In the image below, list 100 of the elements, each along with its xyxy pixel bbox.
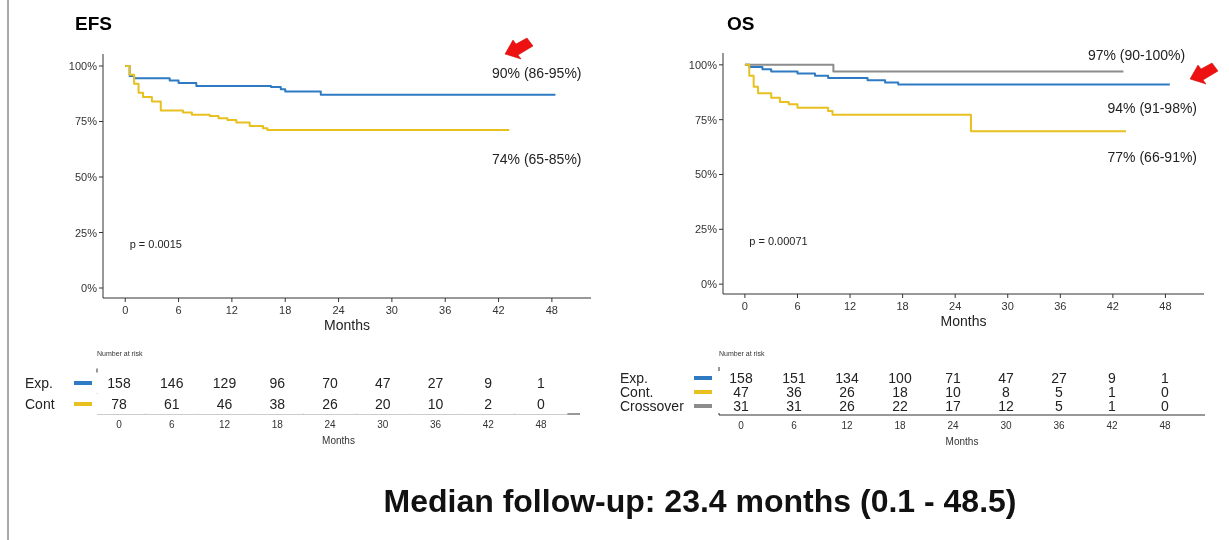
x-tick-label: 18	[896, 300, 909, 312]
annotation: p = 0.00071	[749, 234, 808, 247]
data-label: 0	[1161, 384, 1170, 400]
data-label: 22	[892, 398, 908, 414]
y-tick-label: 75%	[694, 113, 718, 126]
x-tick-label: 18	[271, 419, 284, 430]
data-label: 1	[1108, 384, 1117, 400]
chart-title: OS	[727, 13, 755, 34]
x-tick-label: 42	[1106, 420, 1118, 431]
x-tick-label: 36	[1053, 420, 1065, 431]
x-tick-label: 36	[429, 419, 442, 430]
x-tick-label: 18	[279, 304, 292, 316]
y-tick-label: 25%	[694, 223, 718, 236]
y-tick-label: 0%	[81, 282, 98, 295]
data-label: 38	[269, 396, 286, 412]
data-label: 5	[1055, 398, 1064, 414]
x-tick-label: 42	[1106, 300, 1120, 312]
data-label: 12	[998, 398, 1014, 414]
data-label: 20	[374, 396, 391, 412]
x-axis-title: Months	[940, 313, 987, 329]
x-tick-label: 12	[843, 300, 857, 312]
data-label: 9	[1108, 370, 1117, 386]
data-label: 18	[892, 384, 908, 400]
data-label: 100	[888, 370, 912, 386]
data-label: 10	[427, 396, 444, 412]
x-tick-label: 6	[794, 300, 801, 312]
x-tick-label: 6	[791, 420, 798, 431]
text: Median follow-up: 23.4 months (0.1 - 48.5)	[383, 483, 1017, 519]
data-label: 47	[374, 375, 391, 391]
data-label: 31	[733, 398, 749, 414]
data-label: 158	[107, 375, 131, 391]
y-tick-label: 75%	[74, 115, 98, 128]
x-axis-title: Months	[945, 436, 979, 447]
x-tick-label: 30	[1000, 420, 1012, 431]
x-tick-label: 0	[116, 419, 123, 430]
data-label: 27	[1051, 370, 1067, 386]
y-tick-label: 50%	[74, 171, 98, 183]
annotation: 97% (90-100%)	[1087, 46, 1186, 63]
annotation: 74% (65-85%)	[492, 151, 582, 168]
x-tick-label: 12	[841, 420, 853, 431]
x-tick-label: 42	[492, 304, 505, 316]
chart-title: EFS	[75, 13, 112, 34]
data-label: 1	[1108, 398, 1117, 414]
x-tick-label: 48	[1159, 420, 1171, 431]
data-label: 151	[782, 370, 806, 386]
data-label: 1	[537, 375, 546, 391]
x-tick-label: 48	[1159, 300, 1172, 312]
y-tick-label: 0%	[701, 278, 718, 291]
data-label: 10	[945, 384, 961, 400]
annotation: 77% (66-91%)	[1107, 148, 1198, 165]
x-tick-label: 6	[168, 419, 175, 430]
y-tick-label: Exp.	[25, 375, 54, 391]
data-label: 47	[998, 370, 1014, 386]
x-tick-label: 24	[949, 300, 962, 312]
data-label: 5	[1055, 384, 1064, 400]
y-tick-label: Cont	[25, 396, 55, 412]
y-tick-label: 100%	[68, 59, 98, 72]
x-axis-title: Months	[324, 317, 370, 333]
data-label: 1	[1161, 370, 1170, 386]
data-label: 8	[1002, 384, 1011, 400]
x-tick-label: 0	[122, 304, 129, 316]
y-tick-label: 50%	[694, 168, 718, 181]
data-label: 31	[786, 398, 802, 414]
x-tick-label: 48	[545, 304, 559, 316]
y-tick-label: Crossover	[620, 398, 685, 414]
annotation: 94% (91-98%)	[1107, 99, 1198, 116]
x-tick-label: 0	[741, 300, 748, 312]
x-tick-label: 48	[535, 419, 547, 430]
data-label: 36	[786, 384, 802, 400]
y-tick-label: 100%	[688, 58, 718, 71]
x-tick-label: 36	[439, 304, 452, 316]
data-label: 9	[484, 375, 493, 391]
data-label: 2	[484, 396, 493, 412]
data-label: 26	[322, 396, 338, 412]
annotation: p = 0.0015	[129, 238, 182, 251]
data-label: 47	[733, 384, 749, 400]
x-tick-label: 0	[738, 420, 745, 431]
x-tick-label: 36	[1054, 300, 1067, 312]
data-label: 129	[212, 375, 237, 391]
data-label: 26	[839, 384, 855, 400]
x-tick-label: 42	[482, 419, 495, 430]
x-tick-label: 12	[218, 419, 231, 430]
data-label: 17	[945, 398, 961, 414]
x-tick-label: 24	[324, 419, 336, 430]
data-label: 70	[322, 375, 338, 391]
x-tick-label: 30	[1001, 300, 1014, 312]
y-tick-label: Exp.	[620, 370, 649, 386]
data-label: 0	[537, 396, 546, 412]
data-label: 96	[269, 375, 286, 391]
x-tick-label: 12	[225, 304, 239, 316]
annotation: 90% (86-95%)	[492, 64, 582, 81]
x-tick-label: 18	[894, 420, 906, 431]
data-label: 134	[835, 370, 859, 386]
x-tick-label: 24	[947, 420, 959, 431]
data-label: 46	[216, 396, 233, 412]
data-label: 61	[163, 396, 180, 412]
data-label: 0	[1161, 398, 1170, 414]
y-tick-label: 25%	[74, 226, 98, 239]
data-label: 158	[729, 370, 753, 386]
data-label: 146	[160, 375, 184, 391]
